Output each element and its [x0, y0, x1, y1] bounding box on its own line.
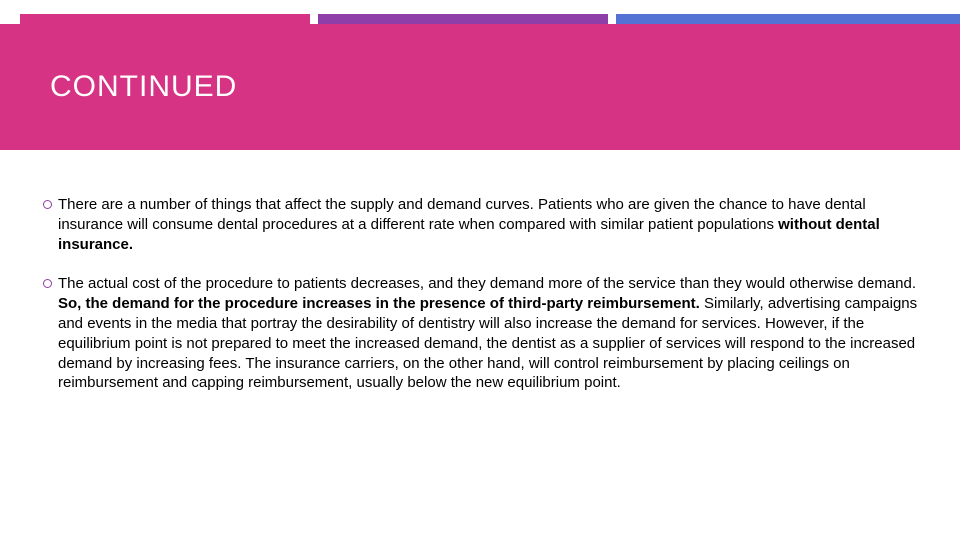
bullet-text: The actual cost of the procedure to pati… [58, 274, 932, 393]
slide-body: There are a number of things that affect… [36, 195, 932, 413]
accent-stripe-gap [608, 14, 616, 24]
accent-stripe [20, 14, 960, 24]
accent-stripe-gap [310, 14, 318, 24]
bullet-item: The actual cost of the procedure to pati… [36, 274, 932, 393]
bullet-text: There are a number of things that affect… [58, 195, 932, 254]
slide: CONTINUED There are a number of things t… [0, 0, 960, 540]
bullet-item: There are a number of things that affect… [36, 195, 932, 254]
accent-stripe-blue [616, 14, 960, 24]
title-bar: CONTINUED [0, 24, 960, 150]
slide-title: CONTINUED [50, 70, 237, 104]
bullet-marker-icon [36, 196, 58, 212]
bullet-marker-icon [36, 275, 58, 291]
accent-stripe-pink [20, 14, 310, 24]
accent-stripe-purple [318, 14, 608, 24]
